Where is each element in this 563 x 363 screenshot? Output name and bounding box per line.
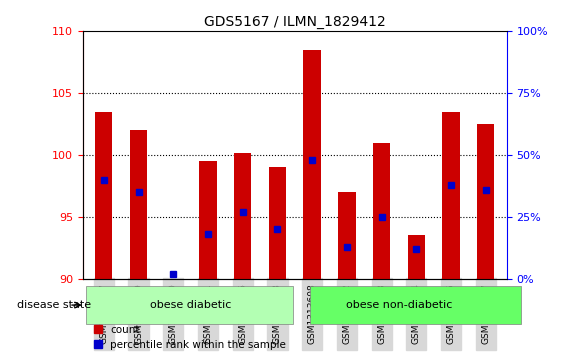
Bar xyxy=(199,161,217,279)
Text: obese diabetic: obese diabetic xyxy=(150,300,231,310)
Text: disease state: disease state xyxy=(17,300,91,310)
Bar xyxy=(373,143,390,279)
Bar xyxy=(443,112,460,279)
Bar xyxy=(303,50,321,279)
Bar xyxy=(130,130,147,279)
Text: obese non-diabetic: obese non-diabetic xyxy=(346,300,452,310)
Legend: count, percentile rank within the sample: count, percentile rank within the sample xyxy=(90,321,291,354)
Title: GDS5167 / ILMN_1829412: GDS5167 / ILMN_1829412 xyxy=(204,15,386,29)
FancyBboxPatch shape xyxy=(87,286,293,324)
Bar xyxy=(338,192,356,279)
Bar xyxy=(269,167,286,279)
Bar xyxy=(234,152,252,279)
Bar xyxy=(408,236,425,279)
Bar xyxy=(95,112,113,279)
FancyBboxPatch shape xyxy=(310,286,521,324)
Bar xyxy=(477,124,494,279)
